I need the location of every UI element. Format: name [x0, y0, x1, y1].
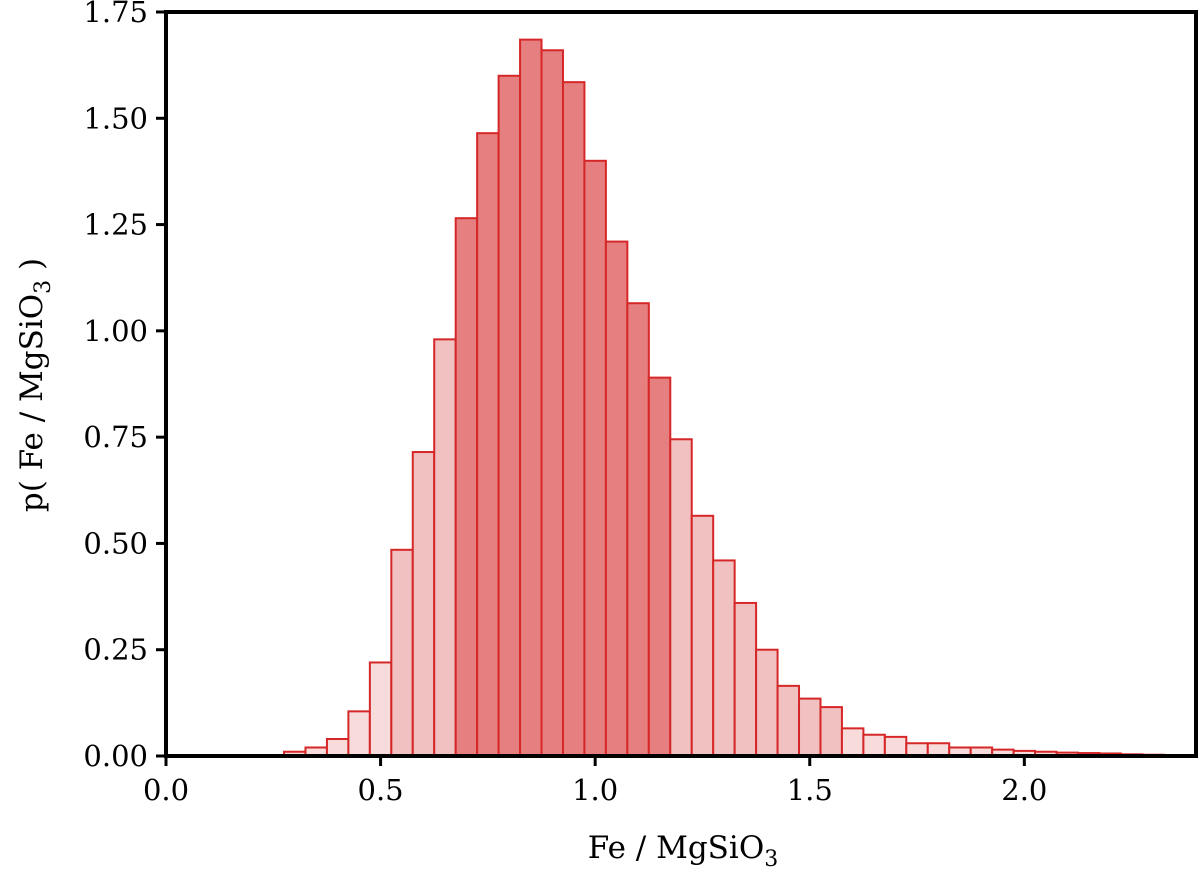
histogram-bar	[325, 737, 350, 757]
histogram-bar	[733, 601, 758, 757]
y-tick-label: 0.25	[83, 633, 148, 667]
x-tick-label: 1.0	[572, 773, 618, 807]
y-tick-label: 0.00	[83, 739, 148, 773]
x-axis-ticks: 0.0 0.5 1.0 1.5 2.0	[143, 756, 1047, 807]
y-axis-label: p( Fe / MgSiO3 )	[14, 258, 56, 512]
histogram-bar	[561, 81, 586, 758]
histogram-bar	[776, 684, 801, 758]
histogram-bar	[712, 559, 736, 757]
histogram-bar	[583, 159, 607, 758]
histogram-bar	[433, 338, 457, 757]
y-tick-label: 1.75	[83, 0, 148, 29]
y-tick-label: 0.75	[83, 420, 148, 454]
histogram-bars	[283, 38, 1187, 758]
histogram-bar	[390, 548, 414, 758]
histogram-bar	[819, 706, 843, 758]
histogram-bar	[411, 451, 436, 757]
y-tick-label: 1.25	[83, 208, 148, 242]
histogram-bar	[883, 735, 908, 758]
x-axis-label: Fe / MgSiO3	[588, 830, 778, 870]
histogram-bar	[454, 217, 479, 758]
histogram-bar	[626, 302, 650, 757]
plot-frame	[164, 10, 1198, 758]
x-tick-label: 1.5	[787, 773, 833, 807]
histogram-bar	[669, 438, 693, 757]
histogram-bar	[798, 697, 822, 757]
histogram-bar	[519, 38, 543, 758]
histogram-bar	[604, 240, 629, 757]
histogram-bar	[755, 648, 779, 758]
histogram-bar	[497, 74, 522, 758]
x-tick-label: 2.0	[1001, 773, 1047, 807]
histogram-bar	[862, 733, 886, 758]
histogram-bar	[840, 727, 865, 758]
y-axis-ticks: 0.00 0.25 0.50 0.75 1.00 1.25 1.50 1.75	[83, 0, 166, 773]
y-tick-label: 0.50	[83, 526, 148, 560]
x-tick-label: 0.5	[358, 773, 404, 807]
histogram-bar	[347, 710, 371, 757]
histogram-bar	[690, 514, 715, 758]
histogram-bar	[476, 132, 500, 757]
histogram-bar	[647, 376, 672, 757]
y-tick-label: 1.50	[83, 101, 148, 135]
x-tick-label: 0.0	[143, 773, 189, 807]
y-tick-label: 1.00	[83, 314, 148, 348]
histogram-bar	[540, 49, 564, 757]
histogram-bar	[368, 661, 393, 757]
